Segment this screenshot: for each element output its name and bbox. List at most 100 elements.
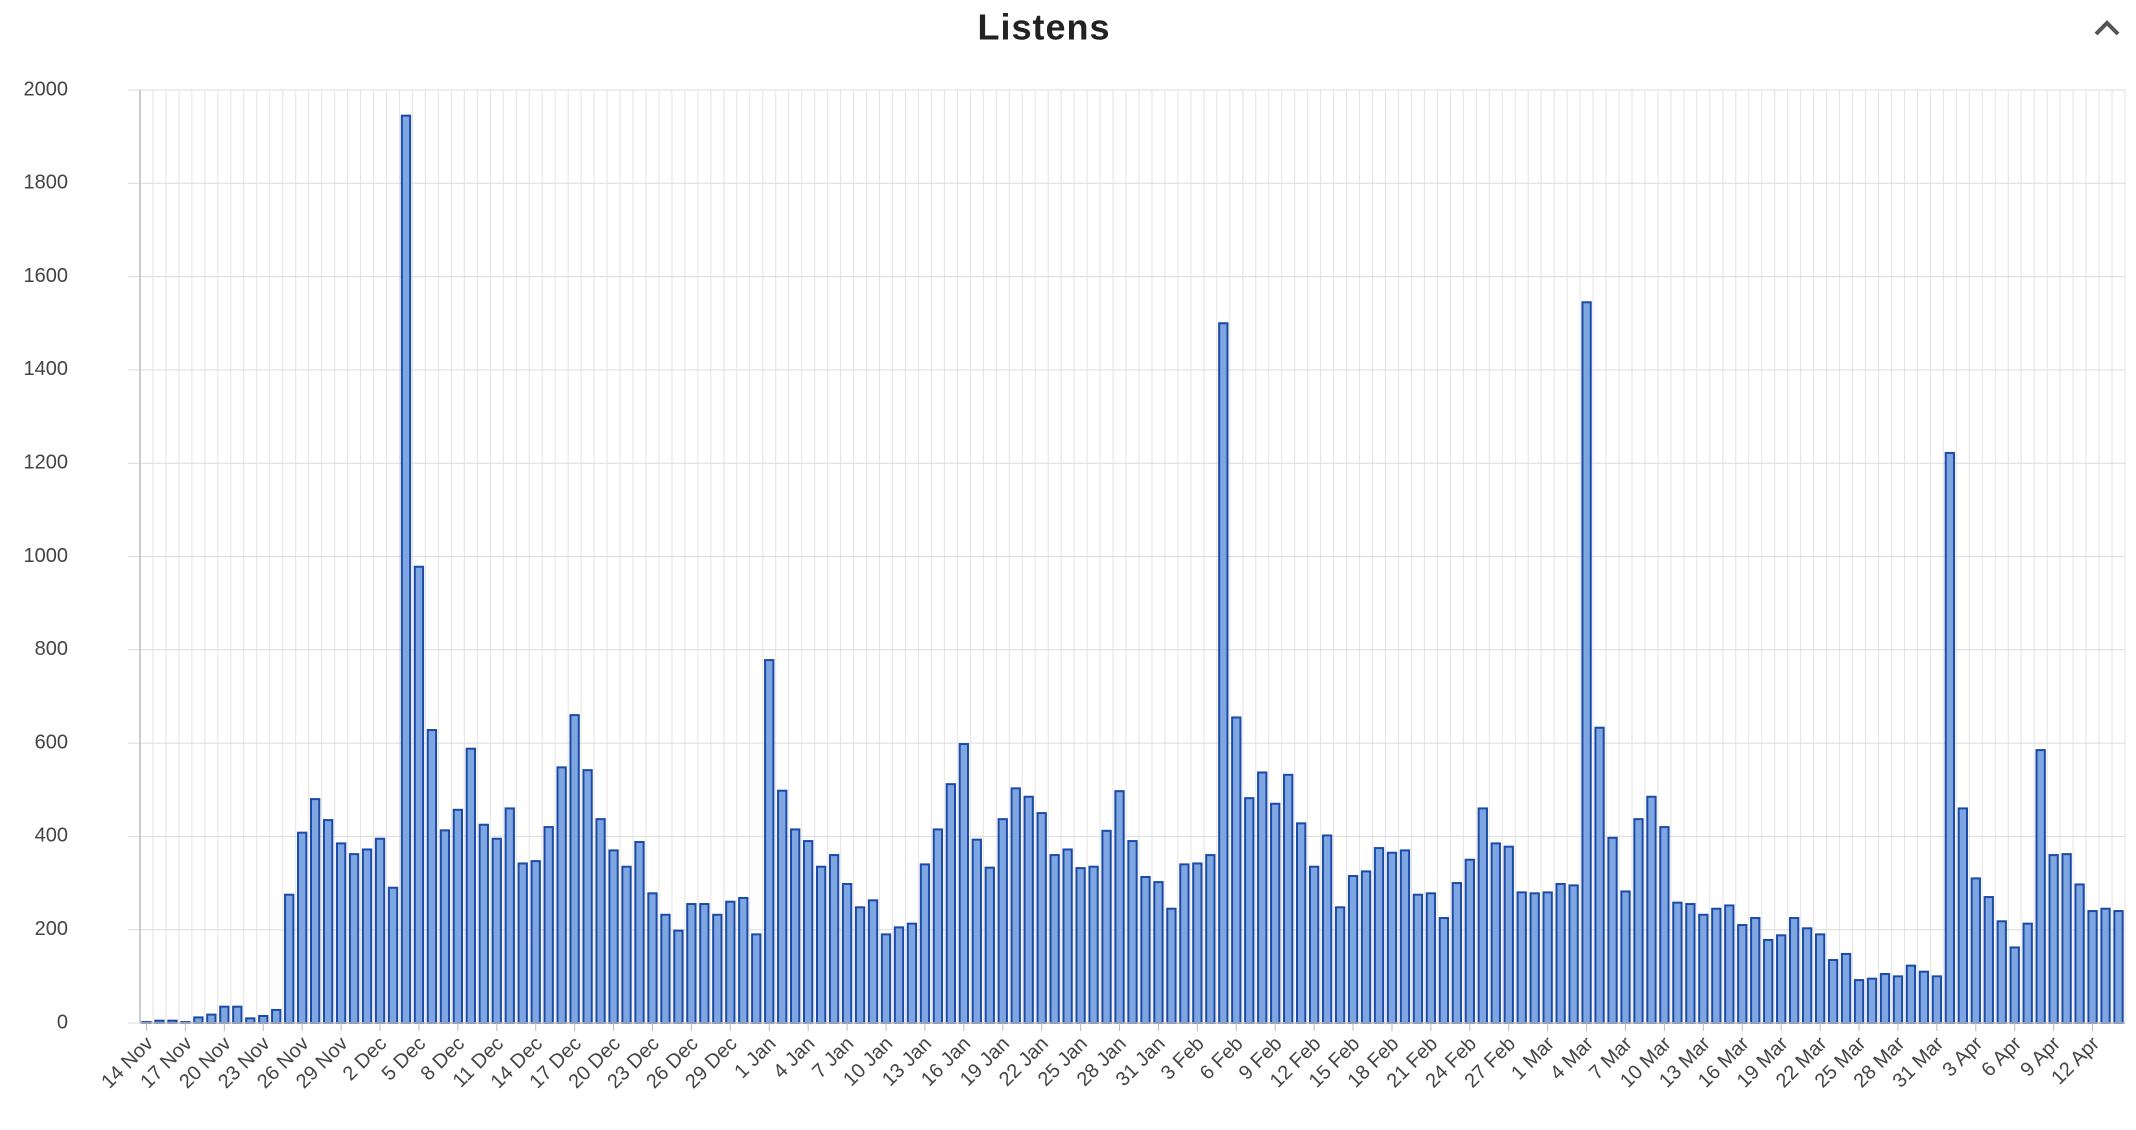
y-tick-label: 600 [35, 731, 68, 753]
bar [1983, 896, 1994, 1024]
y-tick-label: 200 [35, 918, 68, 940]
bar [1957, 807, 1968, 1024]
bar [777, 789, 788, 1024]
bar [764, 659, 775, 1024]
bar [361, 848, 373, 1024]
bar [530, 860, 541, 1025]
bar [997, 818, 1008, 1025]
bar [1724, 904, 1735, 1025]
bar [1737, 924, 1748, 1024]
bar [1866, 977, 1878, 1024]
bar [258, 1015, 269, 1025]
bar [1542, 891, 1553, 1024]
bar [543, 826, 554, 1024]
bar [712, 913, 723, 1024]
bar [2087, 910, 2098, 1024]
x-tick-label: 1 Mar [1507, 1032, 1559, 1084]
bar [439, 829, 451, 1025]
bar [219, 1005, 230, 1024]
bar [2048, 854, 2059, 1024]
bar [1179, 863, 1190, 1025]
bar [647, 892, 658, 1024]
bar [1892, 975, 1904, 1024]
bar [1010, 787, 1021, 1025]
bar [1308, 865, 1320, 1024]
bar [803, 840, 814, 1024]
y-tick-label: 1600 [24, 265, 69, 287]
bar [608, 849, 619, 1025]
bar [686, 903, 697, 1024]
bar [1529, 892, 1540, 1024]
bar [1490, 842, 1501, 1025]
y-tick-label: 1200 [24, 451, 69, 473]
bar [595, 818, 606, 1025]
bar [1763, 938, 1774, 1025]
bar [569, 714, 580, 1024]
bar [1127, 840, 1138, 1024]
bar [971, 838, 982, 1025]
bar [1789, 917, 1800, 1024]
bar [1023, 795, 1034, 1024]
bar [478, 823, 489, 1024]
bar [1698, 913, 1709, 1024]
bar [1555, 882, 1566, 1024]
bar [1360, 870, 1372, 1025]
bar [1166, 907, 1177, 1025]
bar [1257, 771, 1268, 1024]
bar [1840, 952, 1852, 1025]
bar [491, 837, 502, 1024]
bar [790, 828, 801, 1025]
bar [1646, 795, 1657, 1024]
bar [193, 1016, 204, 1024]
bar [1996, 920, 2007, 1024]
bar [1153, 881, 1164, 1024]
bar [1140, 875, 1151, 1024]
bar [1101, 829, 1112, 1024]
bar [634, 840, 645, 1024]
bar [2009, 946, 2020, 1024]
collapse-button[interactable] [2094, 20, 2120, 36]
bar [906, 922, 918, 1024]
bar [1296, 822, 1307, 1025]
bar [297, 831, 308, 1025]
bar [738, 896, 749, 1025]
x-tick-label: 3 Feb [1157, 1033, 1209, 1085]
bar [1231, 716, 1242, 1024]
bar [284, 893, 295, 1025]
chart-title: Listens [977, 7, 1110, 48]
bar [322, 819, 334, 1025]
bar [1218, 322, 1229, 1024]
bar [2113, 910, 2124, 1024]
bar [1685, 903, 1696, 1024]
bar [1607, 836, 1618, 1024]
bar [1088, 865, 1099, 1024]
bar [1464, 858, 1475, 1024]
bar [1970, 877, 1981, 1025]
bar [1594, 726, 1605, 1024]
bar [309, 798, 321, 1025]
bar [2074, 883, 2085, 1025]
bar [2100, 907, 2111, 1025]
bar [751, 933, 762, 1024]
bar [1347, 875, 1359, 1024]
bar [387, 886, 399, 1025]
bar [465, 747, 476, 1024]
bar [1503, 845, 1514, 1025]
bar [1049, 854, 1060, 1024]
bar [1399, 849, 1411, 1025]
bar [1386, 851, 1398, 1024]
bar [1438, 917, 1450, 1024]
bar [206, 1013, 217, 1025]
bar [984, 866, 995, 1025]
bar [1750, 917, 1761, 1024]
bar [1776, 934, 1787, 1024]
bar [2022, 922, 2033, 1024]
bar [232, 1005, 243, 1024]
bar [413, 565, 425, 1024]
bar [1425, 892, 1437, 1024]
bar [932, 828, 944, 1025]
bar [1477, 807, 1488, 1024]
bar [452, 808, 464, 1025]
bar [374, 837, 386, 1024]
bar [1451, 882, 1462, 1024]
